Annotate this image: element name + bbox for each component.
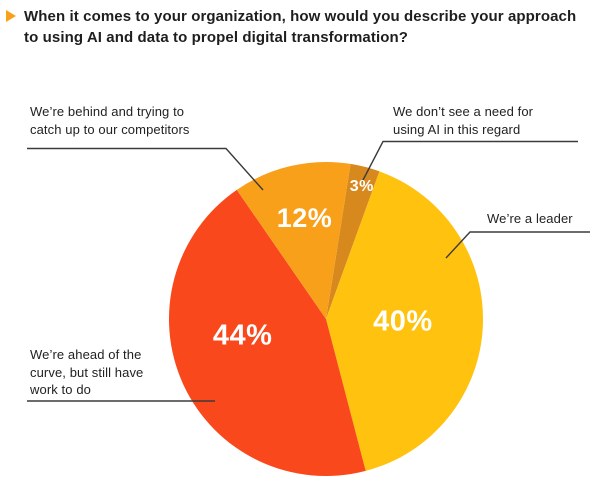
- callout-label-ahead: We’re ahead of the curve, but still have…: [30, 347, 144, 397]
- pie-slice-40%: [326, 171, 484, 471]
- callout-label-leader: We’re a leader: [487, 211, 573, 226]
- pie-slice-12%: [236, 161, 351, 319]
- triangle-bullet-icon: [6, 10, 16, 22]
- slice-value-label-44%: 44%: [213, 320, 273, 352]
- slice-value-label-40%: 40%: [373, 306, 433, 338]
- callout-label-no-need: We don’t see a need for using AI in this…: [393, 104, 534, 137]
- question-title: When it comes to your organization, how …: [24, 8, 577, 46]
- callout-leader-lines: [27, 140, 590, 402]
- pie-slice-3%: [326, 163, 380, 319]
- pie-slices: [168, 161, 484, 477]
- slice-value-label-3%: 3%: [350, 178, 374, 195]
- leader-line-behind: [27, 147, 264, 191]
- pie-slice-44%: [168, 189, 366, 477]
- leader-line-leader: [445, 231, 590, 259]
- slice-value-labels: 3% 40% 44% 12%: [213, 178, 433, 352]
- callout-label-behind: We’re behind and trying to catch up to o…: [30, 104, 190, 137]
- leader-line-need: [361, 140, 578, 183]
- slice-value-label-12%: 12%: [277, 203, 333, 233]
